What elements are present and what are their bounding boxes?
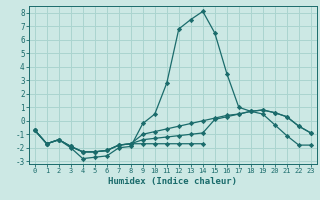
X-axis label: Humidex (Indice chaleur): Humidex (Indice chaleur) [108, 177, 237, 186]
